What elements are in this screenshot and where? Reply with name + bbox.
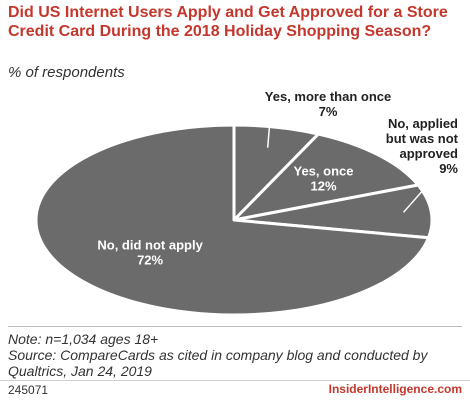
data-label-yes-more-than-once: Yes, more than once 7% bbox=[265, 89, 391, 119]
pie-chart: Yes, more than once 7% Yes, once 12% No, app… bbox=[34, 89, 459, 317]
divider-line bbox=[8, 326, 462, 327]
data-label-no-did-not-apply: No, did not apply 72% bbox=[97, 237, 203, 267]
pie-slice-no-applied-but-was-not-approved bbox=[232, 183, 434, 240]
chart-notes: Note: n=1,034 ages 18+ Source: CompareCa… bbox=[8, 331, 463, 379]
note-text: Note: n=1,034 ages 18+ bbox=[8, 331, 159, 347]
chart-title: Did US Internet Users Apply and Get Appr… bbox=[8, 4, 448, 40]
chart-subtitle: % of respondents bbox=[8, 64, 125, 81]
data-label-no-applied-but-was-not-approved: No, applied but was not approved 9% bbox=[386, 116, 459, 176]
chart-id: 245071 bbox=[8, 383, 49, 397]
leader-line-yes-more-than-once bbox=[266, 119, 271, 148]
pie-slice-yes-once bbox=[232, 132, 420, 222]
data-label-yes-once: Yes, once 12% bbox=[294, 164, 354, 194]
leader-line-no-applied-but-was-not-approved bbox=[402, 179, 433, 213]
pie-slices bbox=[34, 123, 434, 317]
pie-labels: Yes, more than once 7% Yes, once 12% No, app… bbox=[97, 89, 458, 267]
footer-divider bbox=[0, 380, 470, 381]
pie-slice-no-did-not-apply bbox=[34, 123, 430, 317]
source-text: Source: CompareCards as cited in company… bbox=[8, 347, 428, 379]
brand-logo-text: InsiderIntelligence.com bbox=[328, 382, 462, 396]
